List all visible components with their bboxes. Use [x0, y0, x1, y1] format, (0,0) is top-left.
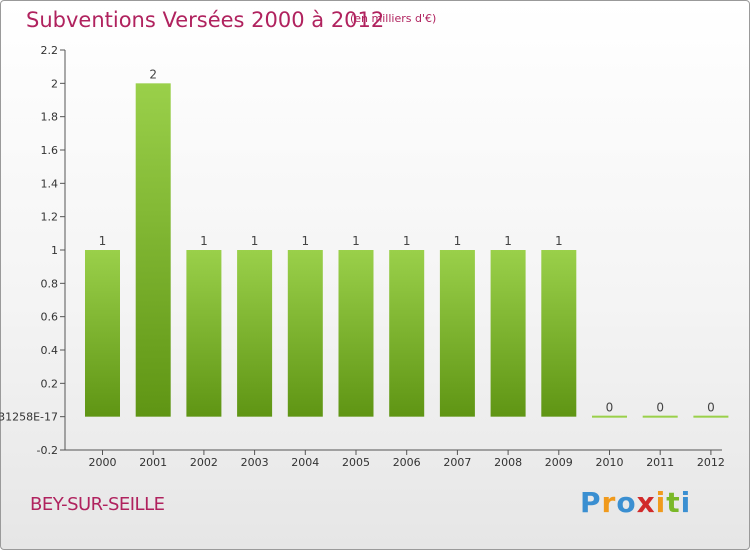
- logo-letter: x: [636, 486, 656, 519]
- bar-2004: [287, 250, 323, 417]
- data-label-2010: 0: [606, 401, 614, 415]
- y-tick-label: 1.6: [41, 144, 59, 157]
- y-tick-label: 1: [51, 244, 58, 257]
- data-label-2005: 1: [352, 234, 360, 248]
- x-tick-label-2009: 2009: [545, 456, 573, 469]
- chart-labels: 1 2 1 1 1 1 1 1 1 1 0 0 0: [99, 67, 715, 414]
- logo-letter: r: [601, 486, 617, 519]
- x-tick-label-2003: 2003: [241, 456, 269, 469]
- bar-2009: [541, 250, 577, 417]
- y-tick-label: 0.6: [41, 311, 59, 324]
- bar-2001: [135, 83, 171, 417]
- data-label-2002: 1: [200, 234, 208, 248]
- data-label-2001: 2: [149, 67, 157, 81]
- x-tick-label-2010: 2010: [596, 456, 624, 469]
- x-tick-label-2005: 2005: [342, 456, 370, 469]
- data-label-2012: 0: [707, 401, 715, 415]
- data-label-2007: 1: [454, 234, 462, 248]
- x-tick-label-2008: 2008: [494, 456, 522, 469]
- data-label-2000: 1: [99, 234, 107, 248]
- bar-2005: [338, 250, 374, 417]
- x-tick-label-2007: 2007: [443, 456, 471, 469]
- data-label-2011: 0: [656, 401, 664, 415]
- data-label-2009: 1: [555, 234, 563, 248]
- data-label-2006: 1: [403, 234, 411, 248]
- bar-2002: [186, 250, 222, 417]
- x-tick-label-2006: 2006: [393, 456, 421, 469]
- bar-2006: [389, 250, 425, 417]
- bar-2003: [237, 250, 273, 417]
- y-tick-label: 0.2: [41, 377, 59, 390]
- chart-title: Subventions Versées 2000 à 2012: [26, 8, 385, 32]
- chart-bars: [85, 83, 729, 418]
- data-label-2003: 1: [251, 234, 259, 248]
- bar-2010: [592, 415, 627, 418]
- chart-subtitle: (en milliers d'€): [350, 12, 437, 25]
- y-tick-label: 1.4: [41, 177, 59, 190]
- bar-2000: [85, 250, 120, 417]
- logo-letter: o: [616, 486, 637, 519]
- x-tick-label-2011: 2011: [646, 456, 674, 469]
- x-tick-label-2001: 2001: [139, 456, 167, 469]
- logo-letter: t: [666, 486, 681, 519]
- y-tick-label: 2.2: [41, 44, 59, 57]
- y-tick-label: 2: [51, 77, 58, 90]
- y-tick-label: 0.4: [41, 344, 59, 357]
- chart-axes: 2.2 2 1.8 1.6 1.4 1.2 1 0.8 0.6 0.4 0.2 -5.55111512…: [0, 44, 725, 469]
- bar-2008: [490, 250, 526, 417]
- y-tick-label: 1.8: [41, 111, 59, 124]
- y-tick-label: 0.8: [41, 277, 59, 290]
- y-tick-label: -0.2: [37, 444, 58, 457]
- logo-letter: i: [655, 486, 667, 519]
- y-tick-label: -5.5511151231258E-17: [0, 411, 58, 424]
- x-tick-label-2004: 2004: [291, 456, 319, 469]
- logo-letter: i: [680, 486, 692, 519]
- commune-name: BEY-SUR-SEILLE: [30, 494, 165, 515]
- y-tick-label: 1.2: [41, 211, 59, 224]
- bar-2007: [439, 250, 475, 417]
- bar-2011: [642, 415, 678, 418]
- proxiti-logo[interactable]: Proxiti: [580, 486, 691, 519]
- x-tick-label-2000: 2000: [89, 456, 117, 469]
- x-tick-label-2012: 2012: [697, 456, 725, 469]
- data-label-2008: 1: [504, 234, 512, 248]
- data-label-2004: 1: [301, 234, 309, 248]
- x-tick-label-2002: 2002: [190, 456, 218, 469]
- bar-2012: [693, 415, 729, 418]
- logo-letter: P: [580, 486, 602, 519]
